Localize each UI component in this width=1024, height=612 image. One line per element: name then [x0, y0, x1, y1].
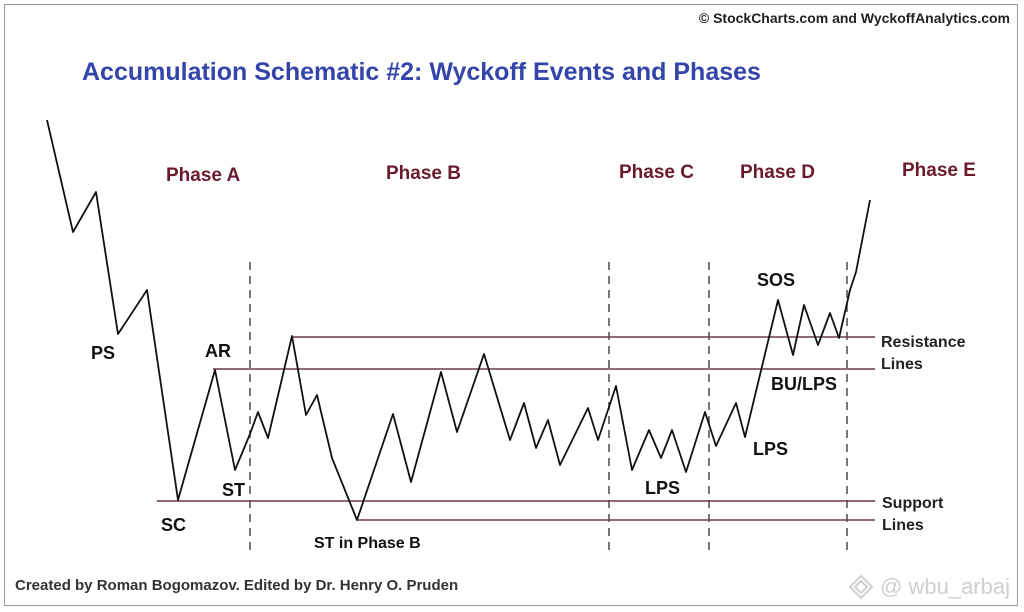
- event-sos-label: SOS: [757, 270, 795, 290]
- event-lps-phase-c-label: LPS: [645, 478, 680, 498]
- event-ar-label: AR: [205, 341, 231, 361]
- watermark-text: @ wbu_arbaj: [880, 574, 1010, 599]
- diagram-frame: [4, 4, 1018, 606]
- event-ps-label: PS: [91, 343, 115, 363]
- phase-c-label: Phase C: [619, 162, 694, 183]
- diamond-logo-icon: [848, 574, 874, 600]
- phase-d-label: Phase D: [740, 162, 815, 183]
- resistance-label-line2: Lines: [881, 356, 923, 373]
- support-label-line1: Support: [882, 495, 944, 512]
- watermark: @ wbu_arbaj: [848, 574, 1010, 600]
- event-sc-label: SC: [161, 515, 186, 535]
- event-bu-lps-label: BU/LPS: [771, 374, 837, 394]
- phase-dividers: [249, 262, 848, 555]
- event-lps-phase-d-label: LPS: [753, 439, 788, 459]
- copyright-notice: © StockCharts.com and WyckoffAnalytics.c…: [698, 10, 1010, 26]
- price-path: [46, 119, 871, 521]
- resistance-label-line1: Resistance: [881, 334, 966, 351]
- phase-e-label: Phase E: [902, 160, 976, 181]
- level-lines: [157, 336, 875, 521]
- diagram-title: Accumulation Schematic #2: Wyckoff Event…: [82, 58, 761, 86]
- event-st-label: ST: [222, 480, 245, 500]
- support-label-line2: Lines: [882, 517, 924, 534]
- event-st-phase-b-label: ST in Phase B: [314, 535, 421, 552]
- credit-text: Created by Roman Bogomazov. Edited by Dr…: [15, 577, 459, 594]
- phase-a-label: Phase A: [166, 165, 241, 186]
- phase-b-label: Phase B: [386, 163, 461, 184]
